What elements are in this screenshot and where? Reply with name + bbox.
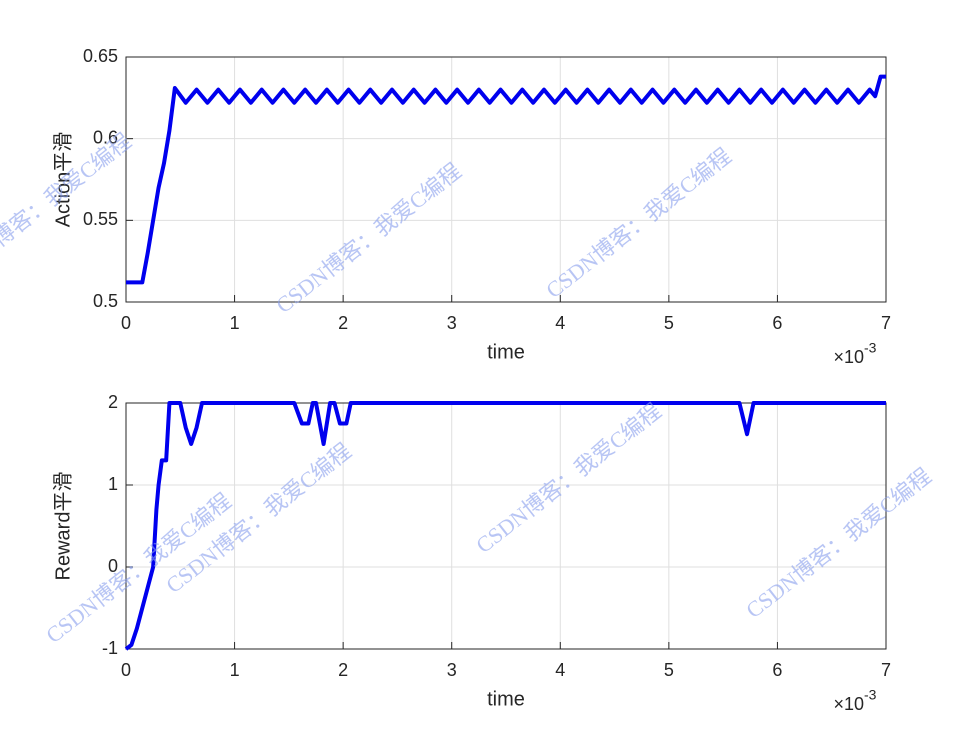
x-exponent: -3	[864, 340, 877, 356]
y-tick-label: 0	[108, 556, 118, 576]
x-axis-label: time	[487, 688, 525, 710]
x-axis-label: time	[487, 341, 525, 363]
y-tick-label: -1	[102, 638, 118, 658]
x-multiplier: ×10	[833, 347, 864, 367]
data-line	[126, 74, 886, 285]
y-tick-label: 1	[108, 474, 118, 494]
axes-box	[125, 56, 887, 303]
y-tick-label: 0.65	[83, 46, 118, 66]
x-exponent: -3	[864, 687, 877, 703]
x-tick-label: 6	[772, 313, 782, 333]
y-tick-label: 2	[108, 392, 118, 412]
y-tick-label: 0.6	[93, 127, 118, 147]
y-axis-label: Action平滑	[51, 132, 74, 228]
y-tick-label: 0.55	[83, 209, 118, 229]
x-tick-label: 0	[121, 313, 131, 333]
x-tick-label: 2	[338, 660, 348, 680]
x-tick-label: 7	[881, 313, 891, 333]
x-tick-label: 0	[121, 660, 131, 680]
x-tick-label: 5	[664, 660, 674, 680]
y-axis-label: Reward平滑	[51, 472, 74, 581]
x-tick-label: 1	[230, 660, 240, 680]
x-multiplier: ×10	[833, 694, 864, 714]
x-tick-label: 4	[555, 313, 565, 333]
plot-area	[126, 403, 886, 649]
y-tick-label: 0.5	[93, 291, 118, 311]
x-tick-label: 2	[338, 313, 348, 333]
x-tick-label: 3	[447, 313, 457, 333]
data-line	[124, 401, 886, 651]
x-tick-label: 1	[230, 313, 240, 333]
x-tick-label: 3	[447, 660, 457, 680]
x-tick-label: 6	[772, 660, 782, 680]
x-tick-label: 5	[664, 313, 674, 333]
x-tick-label: 4	[555, 660, 565, 680]
x-tick-label: 7	[881, 660, 891, 680]
